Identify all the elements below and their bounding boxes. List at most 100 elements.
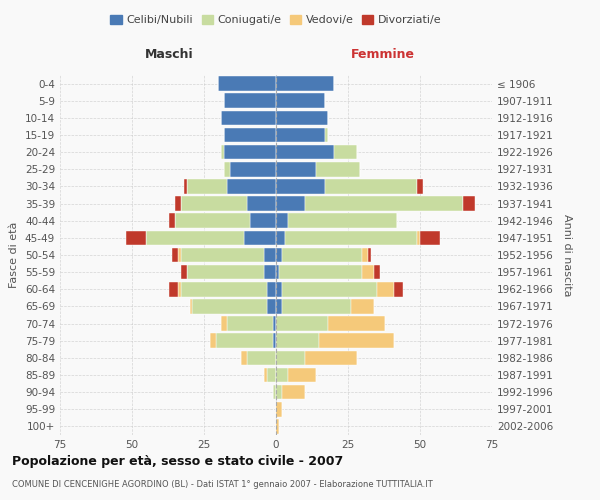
Bar: [276, 316, 328, 331]
Bar: [319, 334, 394, 348]
Bar: [276, 128, 325, 142]
Bar: [250, 214, 276, 228]
Bar: [305, 196, 463, 211]
Bar: [184, 179, 187, 194]
Bar: [244, 230, 276, 245]
Bar: [377, 282, 394, 296]
Bar: [328, 316, 385, 331]
Bar: [187, 179, 227, 194]
Bar: [282, 248, 362, 262]
Bar: [276, 334, 319, 348]
Bar: [276, 179, 325, 194]
Bar: [241, 350, 247, 365]
Bar: [126, 230, 146, 245]
Bar: [325, 179, 417, 194]
Bar: [276, 214, 287, 228]
Bar: [178, 248, 181, 262]
Text: Popolazione per età, sesso e stato civile - 2007: Popolazione per età, sesso e stato civil…: [12, 455, 343, 468]
Bar: [268, 368, 276, 382]
Bar: [276, 282, 282, 296]
Bar: [224, 94, 276, 108]
Bar: [362, 265, 374, 280]
Bar: [463, 196, 475, 211]
Bar: [276, 196, 305, 211]
Bar: [305, 350, 356, 365]
Bar: [224, 162, 230, 176]
Bar: [265, 265, 276, 280]
Bar: [334, 145, 356, 160]
Bar: [284, 230, 417, 245]
Bar: [224, 128, 276, 142]
Bar: [187, 265, 265, 280]
Bar: [268, 299, 276, 314]
Bar: [181, 196, 247, 211]
Bar: [190, 299, 193, 314]
Bar: [417, 179, 423, 194]
Bar: [276, 248, 282, 262]
Bar: [362, 248, 368, 262]
Bar: [230, 162, 276, 176]
Bar: [276, 145, 334, 160]
Bar: [276, 385, 282, 400]
Bar: [282, 385, 305, 400]
Bar: [276, 402, 282, 416]
Bar: [282, 299, 351, 314]
Bar: [221, 145, 224, 160]
Y-axis label: Fasce di età: Fasce di età: [10, 222, 19, 288]
Bar: [247, 196, 276, 211]
Bar: [210, 334, 215, 348]
Bar: [374, 265, 380, 280]
Bar: [146, 230, 244, 245]
Bar: [227, 179, 276, 194]
Bar: [276, 350, 305, 365]
Bar: [181, 265, 187, 280]
Bar: [172, 248, 178, 262]
Bar: [273, 334, 276, 348]
Bar: [221, 316, 227, 331]
Bar: [420, 230, 440, 245]
Bar: [247, 350, 276, 365]
Bar: [218, 76, 276, 91]
Bar: [224, 145, 276, 160]
Bar: [276, 368, 287, 382]
Bar: [279, 265, 362, 280]
Bar: [368, 248, 371, 262]
Bar: [276, 299, 282, 314]
Bar: [276, 162, 316, 176]
Bar: [265, 368, 268, 382]
Bar: [169, 214, 175, 228]
Bar: [276, 110, 328, 125]
Bar: [282, 282, 377, 296]
Bar: [265, 248, 276, 262]
Y-axis label: Anni di nascita: Anni di nascita: [562, 214, 572, 296]
Bar: [276, 419, 279, 434]
Bar: [276, 265, 279, 280]
Bar: [394, 282, 403, 296]
Bar: [276, 230, 284, 245]
Text: Femmine: Femmine: [350, 48, 415, 62]
Bar: [227, 316, 273, 331]
Bar: [175, 214, 250, 228]
Bar: [417, 230, 420, 245]
Bar: [169, 282, 178, 296]
Bar: [181, 282, 268, 296]
Bar: [273, 316, 276, 331]
Bar: [287, 368, 316, 382]
Bar: [178, 282, 181, 296]
Legend: Celibi/Nubili, Coniugati/e, Vedovi/e, Divorziati/e: Celibi/Nubili, Coniugati/e, Vedovi/e, Di…: [106, 10, 446, 30]
Bar: [287, 214, 397, 228]
Bar: [325, 128, 328, 142]
Bar: [181, 248, 265, 262]
Bar: [193, 299, 268, 314]
Bar: [273, 385, 276, 400]
Bar: [351, 299, 374, 314]
Bar: [276, 76, 334, 91]
Bar: [276, 94, 325, 108]
Bar: [221, 110, 276, 125]
Bar: [316, 162, 359, 176]
Text: Maschi: Maschi: [145, 48, 194, 62]
Bar: [268, 282, 276, 296]
Bar: [215, 334, 273, 348]
Bar: [175, 196, 181, 211]
Text: COMUNE DI CENCENIGHE AGORDINO (BL) - Dati ISTAT 1° gennaio 2007 - Elaborazione T: COMUNE DI CENCENIGHE AGORDINO (BL) - Dat…: [12, 480, 433, 489]
